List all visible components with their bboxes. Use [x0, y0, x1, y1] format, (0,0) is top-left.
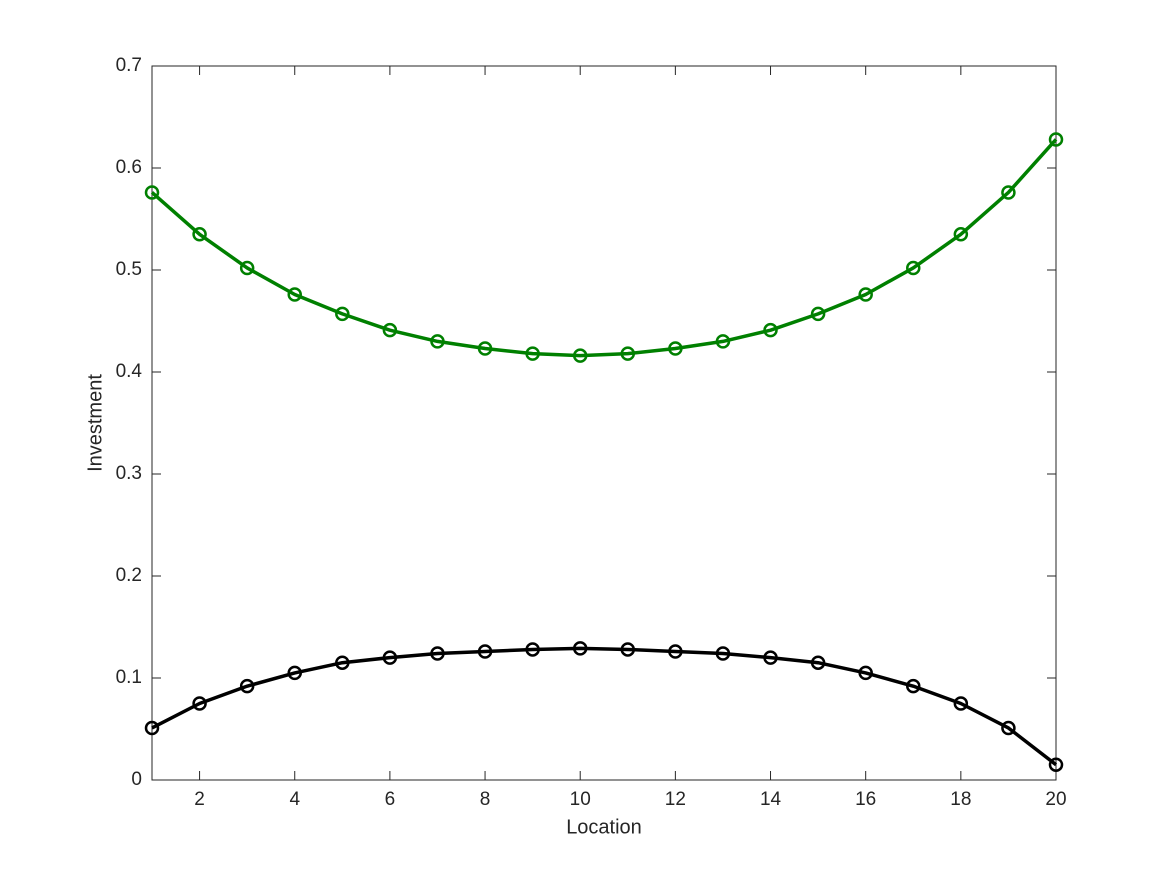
data-point: [144, 720, 160, 736]
data-point: [810, 306, 826, 322]
data-point: [525, 642, 540, 657]
data-point: [335, 306, 350, 322]
data-point: [858, 287, 873, 302]
y-axis-label: Investment: [84, 374, 106, 472]
data-point: [763, 650, 778, 665]
x-tick-label: 2: [194, 789, 205, 810]
data-point: [239, 260, 255, 276]
data-point: [858, 665, 873, 681]
series-line: [150, 138, 1058, 358]
data-point: [477, 644, 493, 659]
data-point: [287, 665, 302, 681]
data-point: [144, 185, 160, 200]
x-axis-label: Location: [566, 816, 642, 838]
data-point: [430, 646, 445, 661]
x-tick-label: 4: [289, 789, 300, 810]
data-point: [715, 334, 731, 349]
data-point: [668, 341, 683, 356]
data-point: [1048, 132, 1064, 147]
data-point: [572, 348, 588, 363]
data-point: [239, 678, 255, 694]
y-tick-label: 0.7: [116, 55, 142, 76]
data-point: [192, 696, 207, 711]
data-point: [906, 678, 921, 694]
x-tick-label: 10: [570, 789, 591, 810]
data-point: [953, 227, 969, 242]
y-tick-label: 0.5: [116, 259, 142, 280]
x-tick-label: 8: [480, 789, 491, 810]
data-point: [430, 334, 445, 349]
data-point: [810, 655, 826, 670]
data-point: [715, 646, 731, 661]
data-point: [192, 227, 207, 242]
data-point: [1048, 757, 1064, 772]
axes-box: [151, 65, 1057, 781]
data-point: [1001, 185, 1016, 200]
data-point: [477, 341, 493, 356]
data-point: [620, 642, 636, 657]
x-tick-label: 20: [1045, 789, 1066, 810]
data-point: [668, 644, 683, 659]
x-tick-label: 18: [950, 789, 971, 810]
y-tick-label: 0.6: [116, 157, 142, 178]
data-point: [1001, 720, 1016, 736]
data-point: [335, 655, 350, 670]
x-tick-label: 12: [665, 789, 686, 810]
data-point: [382, 322, 398, 338]
data-point: [525, 346, 540, 361]
y-tick-label: 0.2: [116, 565, 142, 586]
data-point: [620, 346, 636, 361]
data-point: [906, 260, 921, 276]
y-tick-label: 0: [131, 769, 142, 790]
x-tick-label: 16: [855, 789, 876, 810]
y-tick-label: 0.3: [116, 463, 142, 484]
y-tick-label: 0.1: [116, 667, 142, 688]
y-tick-label: 0.4: [116, 361, 143, 382]
x-tick-label: 14: [760, 789, 782, 810]
series-line: [151, 646, 1058, 767]
data-point: [382, 650, 398, 665]
data-point: [763, 322, 778, 338]
data-point: [287, 287, 302, 302]
data-point: [953, 696, 969, 711]
x-tick-label: 6: [385, 789, 396, 810]
data-point: [572, 641, 588, 656]
